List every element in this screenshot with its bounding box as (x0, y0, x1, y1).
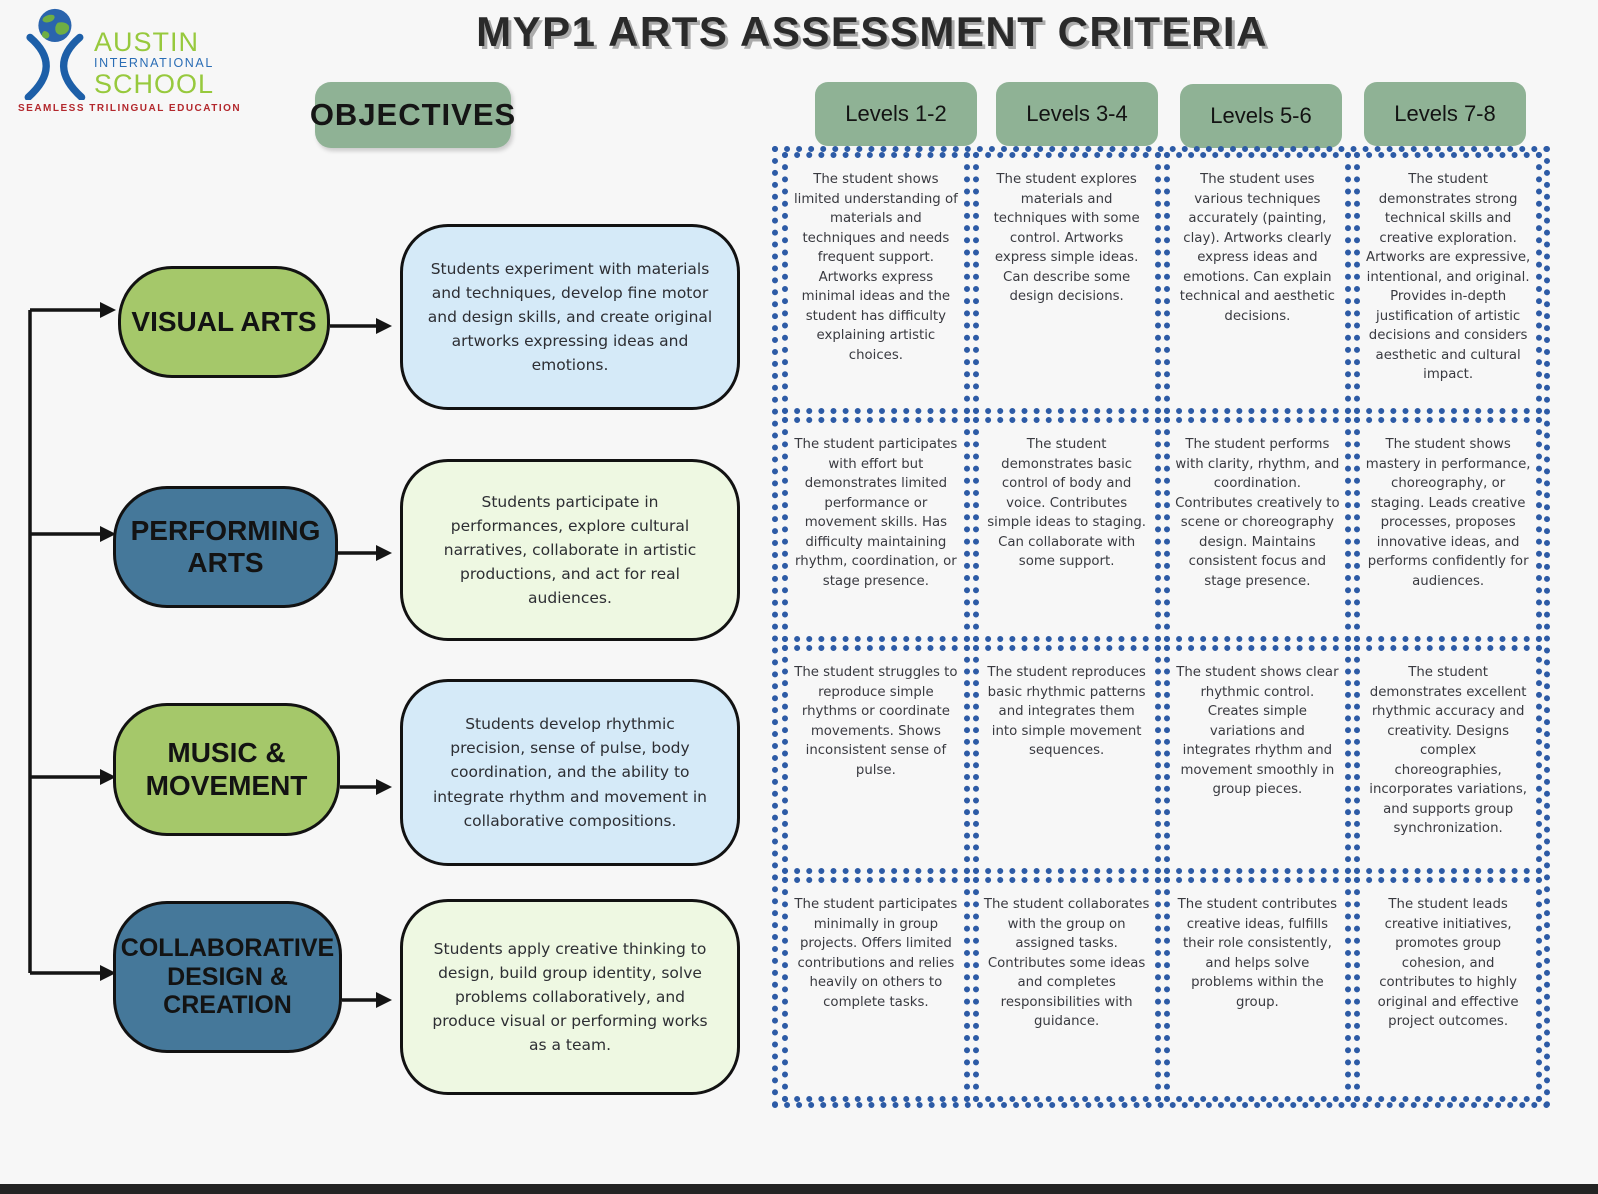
row-label-performing-arts: PERFORMING ARTS (113, 486, 338, 608)
cell-music-movement-levels-7-8: The student demonstrates excellent rhyth… (1354, 645, 1542, 874)
logo-name-international: INTERNATIONAL (94, 56, 214, 70)
cell-performing-arts-levels-3-4: The student demonstrates basic control o… (972, 417, 1161, 642)
cell-visual-arts-levels-7-8: The student demonstrates strong technica… (1354, 152, 1542, 414)
level-header-5-6: Levels 5-6 (1180, 84, 1342, 148)
cell-visual-arts-levels-5-6: The student uses various techniques accu… (1163, 152, 1352, 414)
level-header-7-8: Levels 7-8 (1364, 82, 1526, 146)
cell-music-movement-levels-3-4: The student reproduces basic rhythmic pa… (972, 645, 1161, 874)
cell-performing-arts-levels-7-8: The student shows mastery in performance… (1354, 417, 1542, 642)
logo-name-school: SCHOOL (94, 69, 215, 99)
cell-collaborative-design-levels-3-4: The student collaborates with the group … (972, 877, 1161, 1102)
rubric-grid-outline (772, 146, 1550, 1108)
row-label-collaborative-design: COLLABORATIVE DESIGN & CREATION (113, 901, 342, 1053)
school-logo: AUSTIN INTERNATIONAL SCHOOL SEAMLESS TRI… (18, 8, 242, 114)
logo-name-austin: AUSTIN (94, 27, 200, 57)
page-title: MYP1 ARTS ASSESSMENT CRITERIA (476, 8, 1268, 55)
level-header-1-2: Levels 1-2 (815, 82, 977, 146)
objective-collaborative-design: Students apply creative thinking to desi… (400, 899, 740, 1095)
cell-collaborative-design-levels-7-8: The student leads creative initiatives, … (1354, 877, 1542, 1102)
row-label-music-movement: MUSIC & MOVEMENT (113, 703, 340, 836)
bottom-edge-bar (0, 1184, 1598, 1194)
objectives-header: OBJECTIVES (310, 82, 515, 148)
logo-tagline: SEAMLESS TRILINGUAL EDUCATION (18, 103, 242, 114)
cell-collaborative-design-levels-1-2: The student participates minimally in gr… (782, 877, 970, 1102)
school-logo-icon (24, 8, 86, 100)
cell-music-movement-levels-5-6: The student shows clear rhythmic control… (1163, 645, 1352, 874)
row-label-visual-arts: VISUAL ARTS (118, 266, 330, 378)
rubric-grid: The student shows limited understanding … (782, 152, 1542, 1102)
cell-performing-arts-levels-5-6: The student performs with clarity, rhyth… (1163, 417, 1352, 642)
objective-music-movement: Students develop rhythmic precision, sen… (400, 679, 740, 866)
level-header-3-4: Levels 3-4 (996, 82, 1158, 146)
cell-visual-arts-levels-3-4: The student explores materials and techn… (972, 152, 1161, 414)
cell-performing-arts-levels-1-2: The student participates with effort but… (782, 417, 970, 642)
cell-music-movement-levels-1-2: The student struggles to reproduce simpl… (782, 645, 970, 874)
cell-visual-arts-levels-1-2: The student shows limited understanding … (782, 152, 970, 414)
objective-performing-arts: Students participate in performances, ex… (400, 459, 740, 641)
objective-visual-arts: Students experiment with materials and t… (400, 224, 740, 410)
cell-collaborative-design-levels-5-6: The student contributes creative ideas, … (1163, 877, 1352, 1102)
